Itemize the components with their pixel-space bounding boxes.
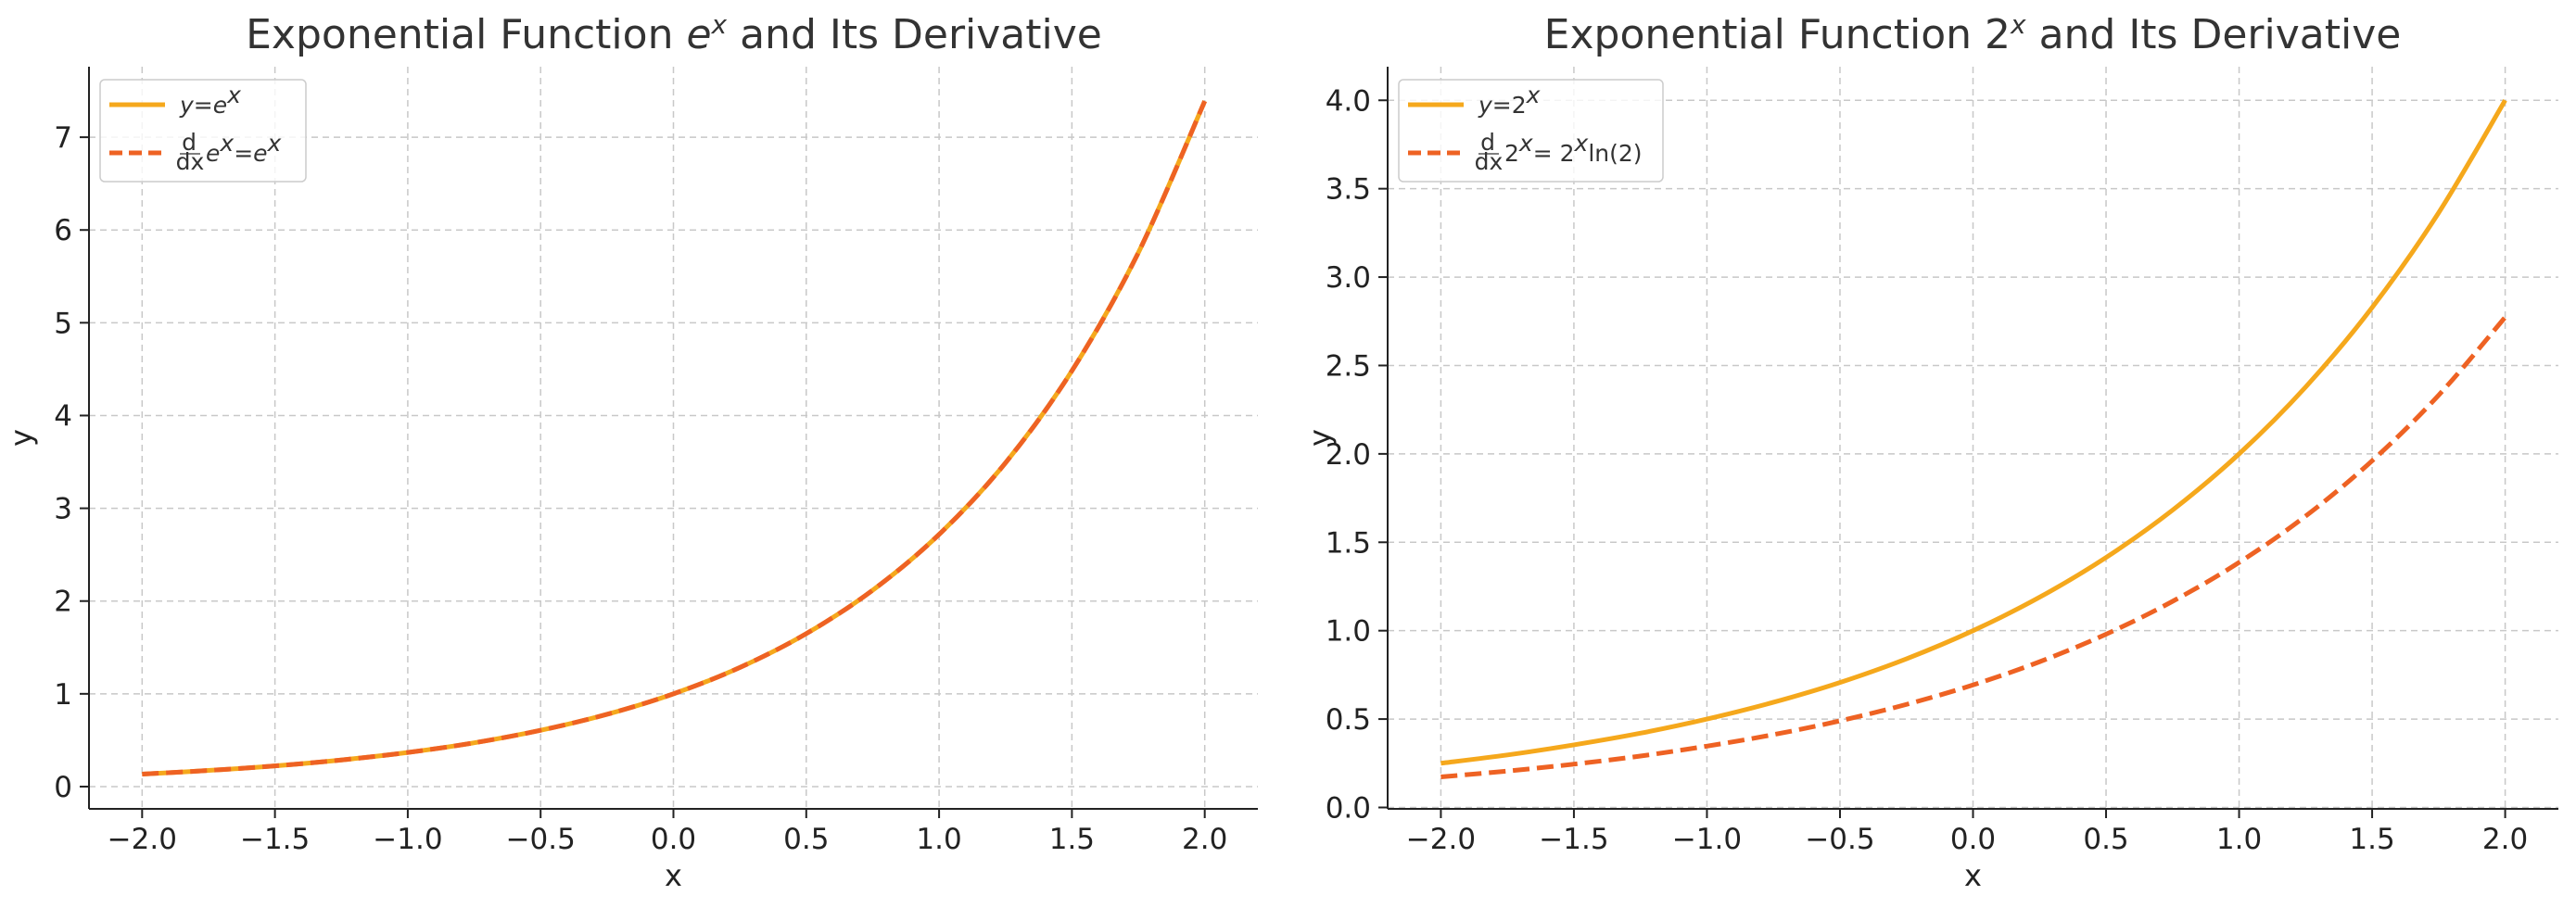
chart-title-suffix: and Its Derivative xyxy=(2026,11,2402,58)
legend-label-part: 2 xyxy=(1504,140,1519,167)
x-tick-label: 2.0 xyxy=(2482,823,2528,856)
x-axis-label: x xyxy=(665,858,682,893)
function-series-line xyxy=(1440,98,2507,766)
chart-title-suffix: and Its Derivative xyxy=(727,11,1102,58)
y-axis-label: y xyxy=(4,429,39,447)
y-tick-label: 5 xyxy=(54,307,72,340)
chart-title-base: e xyxy=(686,11,711,58)
x-tick-label: 1.5 xyxy=(2349,823,2394,856)
x-tick-label: −0.5 xyxy=(506,823,576,856)
legend-label-part: x xyxy=(219,130,234,157)
chart-title: Exponential Function 2x and Its Derivati… xyxy=(1544,9,2402,58)
x-tick-label: 2.0 xyxy=(1182,823,1227,856)
legend-fraction-denominator: dx xyxy=(1475,148,1504,175)
y-tick-label: 3.5 xyxy=(1326,173,1371,207)
legend-label-part: x xyxy=(1518,130,1533,157)
legend-box xyxy=(1398,79,1664,183)
chart-title-prefix: Exponential Function xyxy=(246,11,686,58)
y-axis-label: y xyxy=(1302,429,1338,447)
derivative-series-line xyxy=(1440,315,2507,779)
legend-label-part: e xyxy=(206,140,220,167)
y-tick-label: 2.0 xyxy=(1326,438,1371,472)
y-tick-label: 4 xyxy=(54,399,72,433)
x-tick-label: −1.0 xyxy=(373,823,442,856)
legend-label-part: e xyxy=(213,92,227,119)
legend-label-part: x xyxy=(226,82,241,108)
x-tick-label: −2.0 xyxy=(108,823,177,856)
legend-label-part: y xyxy=(179,92,195,119)
y-tick-label: 1.0 xyxy=(1326,615,1371,649)
legend-label-part: 2 xyxy=(1512,92,1527,119)
y-tick-label: 3 xyxy=(54,493,72,526)
y-tick-label: 2.5 xyxy=(1326,349,1371,383)
x-tick-label: 1.0 xyxy=(916,823,961,856)
derivative-series-line xyxy=(142,100,1207,776)
x-tick-label: 1.0 xyxy=(2216,823,2262,856)
y-tick-label: 0 xyxy=(54,771,72,804)
x-tick-label: 0.5 xyxy=(2083,823,2128,856)
chart-panel-1: Exponential Function ex and Its Derivati… xyxy=(4,9,1258,893)
x-tick-label: −2.0 xyxy=(1406,823,1476,856)
legend-label-part: x xyxy=(1574,130,1589,157)
x-tick-label: −1.5 xyxy=(1539,823,1608,856)
legend-label-part: y xyxy=(1478,92,1493,119)
chart-title-exponent: x xyxy=(2010,9,2026,40)
legend-label-part: = xyxy=(234,140,253,167)
chart-title: Exponential Function ex and Its Derivati… xyxy=(246,9,1102,58)
legend-label-part: e xyxy=(253,140,267,167)
legend-label-part: x xyxy=(267,130,282,157)
legend-fraction-numerator: d xyxy=(182,129,197,156)
chart-title-base: 2 xyxy=(1985,11,2011,58)
x-tick-label: −0.5 xyxy=(1805,823,1874,856)
legend-label-part: = xyxy=(194,92,213,119)
y-tick-label: 1.5 xyxy=(1326,526,1371,560)
x-tick-label: 0.0 xyxy=(1950,823,1996,856)
legend-label-part: = 2 xyxy=(1533,140,1575,167)
legend-fraction-numerator: d xyxy=(1480,129,1495,156)
x-tick-label: 1.5 xyxy=(1049,823,1095,856)
x-tick-label: −1.5 xyxy=(240,823,310,856)
chart-panel-2: Exponential Function 2x and Its Derivati… xyxy=(1302,9,2558,893)
legend-label-part: ln(2) xyxy=(1588,140,1642,167)
y-tick-label: 3.0 xyxy=(1326,261,1371,295)
y-tick-label: 1 xyxy=(54,678,72,712)
x-tick-label: 0.5 xyxy=(783,823,829,856)
legend-label-part: x xyxy=(1526,82,1541,108)
y-tick-label: 2 xyxy=(54,586,72,619)
chart-title-prefix: Exponential Function xyxy=(1544,11,1985,58)
chart-title-exponent: x xyxy=(711,9,728,40)
y-tick-label: 0.5 xyxy=(1326,703,1371,737)
x-axis-label: x xyxy=(1964,858,1982,893)
y-tick-label: 7 xyxy=(54,121,72,155)
x-tick-label: −1.0 xyxy=(1672,823,1742,856)
x-tick-label: 0.0 xyxy=(651,823,696,856)
legend-label-part: = xyxy=(1492,92,1512,119)
y-tick-label: 4.0 xyxy=(1326,84,1371,118)
legend-fraction-denominator: dx xyxy=(176,148,205,175)
y-tick-label: 6 xyxy=(54,214,72,247)
y-tick-label: 0.0 xyxy=(1326,791,1371,825)
